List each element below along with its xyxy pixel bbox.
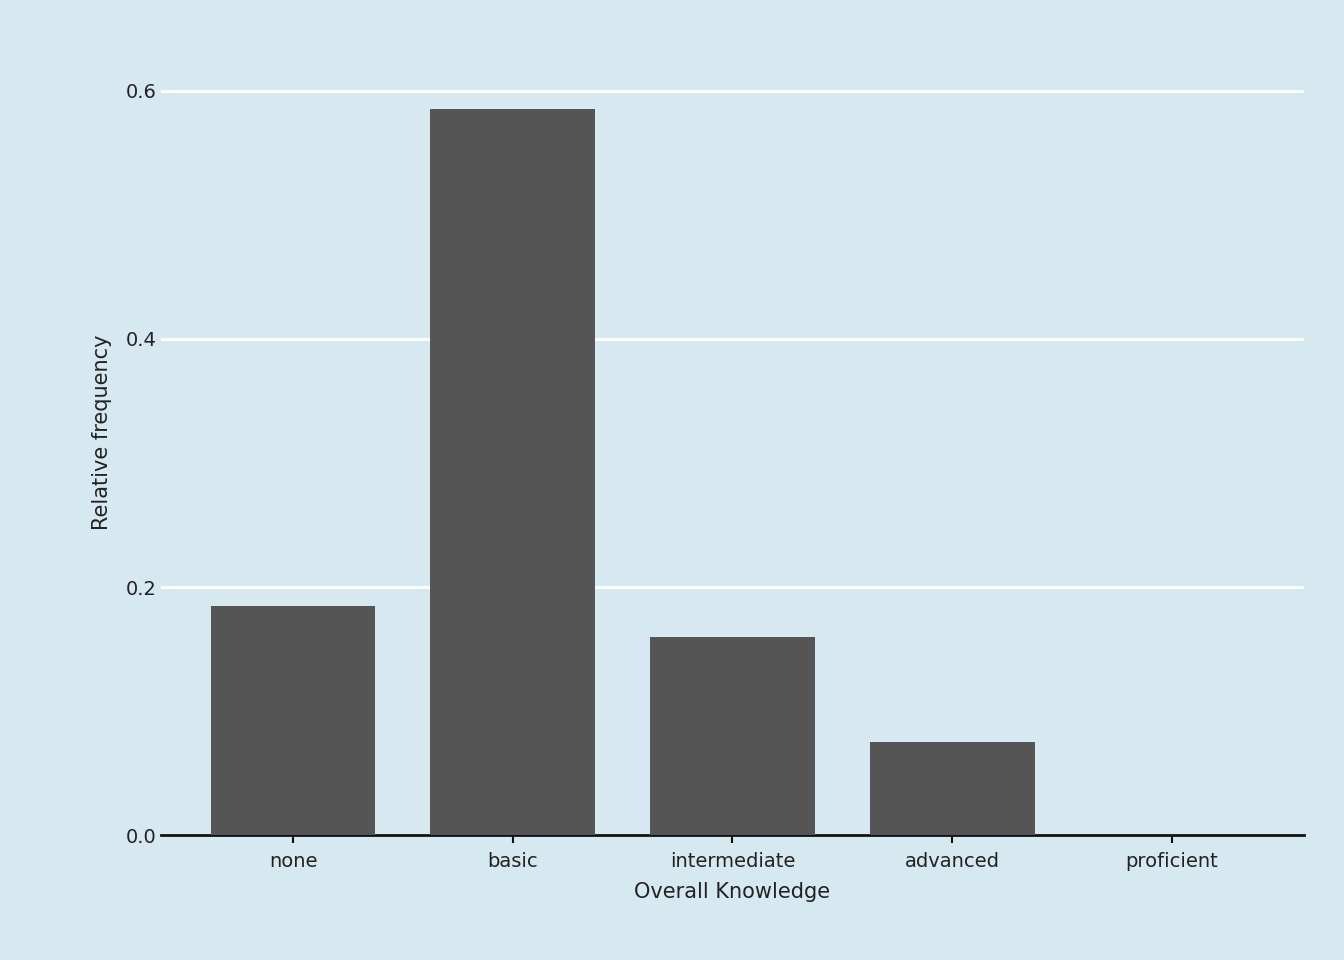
Bar xyxy=(430,109,595,835)
Bar xyxy=(650,636,814,835)
X-axis label: Overall Knowledge: Overall Knowledge xyxy=(634,882,831,902)
Bar xyxy=(211,606,375,835)
Y-axis label: Relative frequency: Relative frequency xyxy=(91,334,112,530)
Bar xyxy=(870,742,1035,835)
